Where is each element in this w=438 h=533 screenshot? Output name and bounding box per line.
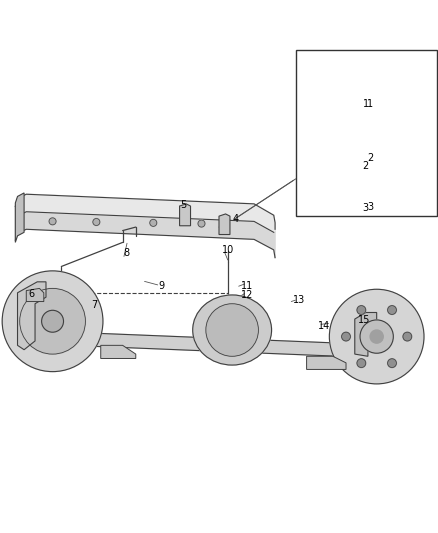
Text: 2: 2 <box>367 153 373 163</box>
Text: 1: 1 <box>363 99 369 109</box>
Text: 15: 15 <box>358 315 371 325</box>
Circle shape <box>403 332 412 341</box>
Circle shape <box>206 304 258 356</box>
Polygon shape <box>355 312 377 356</box>
Polygon shape <box>26 288 44 302</box>
Text: 9: 9 <box>158 281 164 291</box>
Polygon shape <box>307 356 346 369</box>
Circle shape <box>42 310 64 332</box>
Polygon shape <box>15 330 394 359</box>
Polygon shape <box>15 194 275 258</box>
Circle shape <box>198 220 205 227</box>
Polygon shape <box>180 204 191 226</box>
Circle shape <box>150 220 157 227</box>
Polygon shape <box>15 194 275 232</box>
Circle shape <box>20 288 85 354</box>
Text: 2: 2 <box>363 161 369 172</box>
Circle shape <box>357 359 366 368</box>
Polygon shape <box>219 214 230 235</box>
Circle shape <box>2 271 103 372</box>
Polygon shape <box>101 345 136 359</box>
Text: 14: 14 <box>318 321 330 330</box>
Text: 13: 13 <box>293 295 305 305</box>
Circle shape <box>388 305 396 314</box>
Text: 4: 4 <box>232 214 238 224</box>
Circle shape <box>360 320 393 353</box>
Bar <box>296 50 437 216</box>
Text: 3: 3 <box>367 203 373 212</box>
Ellipse shape <box>193 295 272 365</box>
Text: 8: 8 <box>123 248 129 259</box>
Text: 12: 12 <box>241 290 254 300</box>
Text: 10: 10 <box>222 245 234 255</box>
Circle shape <box>370 330 383 343</box>
Circle shape <box>93 219 100 225</box>
Text: 1: 1 <box>367 99 373 109</box>
Text: 3: 3 <box>363 203 369 213</box>
Polygon shape <box>18 282 46 350</box>
Text: 6: 6 <box>28 289 35 299</box>
Circle shape <box>388 359 396 368</box>
Text: 11: 11 <box>241 281 254 291</box>
Polygon shape <box>15 193 24 243</box>
Circle shape <box>329 289 424 384</box>
Text: 5: 5 <box>180 200 186 210</box>
Circle shape <box>49 218 56 225</box>
Text: 7: 7 <box>91 300 97 310</box>
Circle shape <box>342 332 350 341</box>
Circle shape <box>357 305 366 314</box>
Bar <box>352 179 380 198</box>
